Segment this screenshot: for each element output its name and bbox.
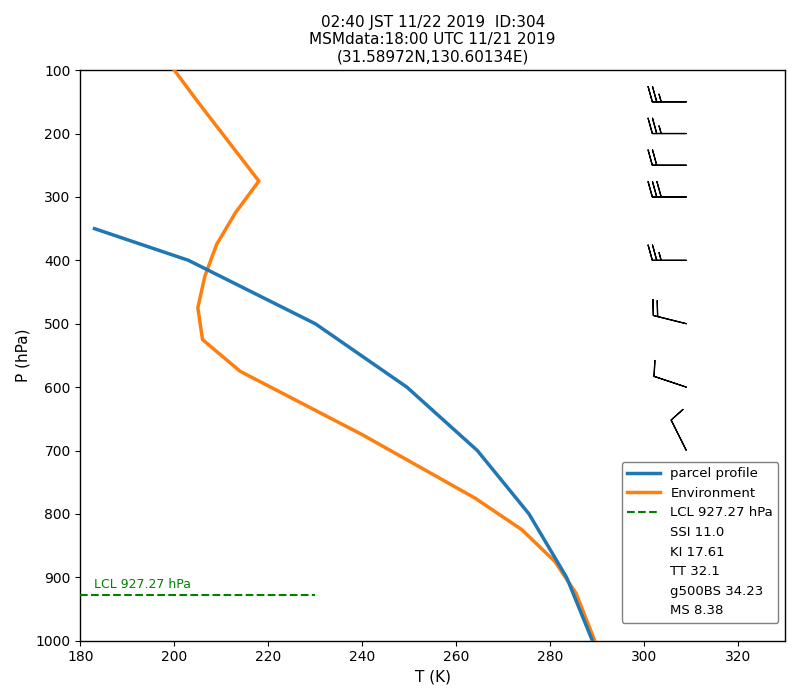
Environment [235,367,245,375]
Environment [296,399,306,407]
Environment [170,66,179,74]
Environment [230,209,240,217]
Environment [550,557,560,566]
Environment [254,177,264,186]
Environment [590,636,599,645]
LCL 927.27 hPa [310,590,320,598]
Y-axis label: P (hPa): P (hPa) [15,329,30,382]
Environment [414,462,423,470]
Environment [193,304,202,312]
parcel profile [473,447,482,455]
Text: LCL 927.27 hPa: LCL 927.27 hPa [94,578,191,592]
Environment [198,335,207,344]
Environment [212,240,222,248]
Environment [470,494,480,503]
Environment [571,589,581,597]
Environment [193,97,202,106]
X-axis label: T (K): T (K) [414,670,450,685]
Line: parcel profile: parcel profile [94,229,593,641]
Environment [358,430,367,439]
Environment [517,526,526,534]
Line: Environment: Environment [174,70,594,640]
parcel profile [310,319,320,328]
parcel profile [562,573,571,582]
parcel profile [524,510,534,518]
LCL 927.27 hPa [76,590,86,598]
parcel profile [402,383,412,391]
Title: 02:40 JST 11/22 2019  ID:304
MSMdata:18:00 UTC 11/21 2019
(31.58972N,130.60134E): 02:40 JST 11/22 2019 ID:304 MSMdata:18:0… [310,15,556,65]
parcel profile [588,636,598,645]
parcel profile [90,225,99,233]
Environment [200,272,210,281]
parcel profile [184,256,194,265]
Legend: parcel profile, Environment, LCL 927.27 hPa, SSI 11.0, KI 17.61, TT 32.1, g500BS: parcel profile, Environment, LCL 927.27 … [622,462,778,623]
